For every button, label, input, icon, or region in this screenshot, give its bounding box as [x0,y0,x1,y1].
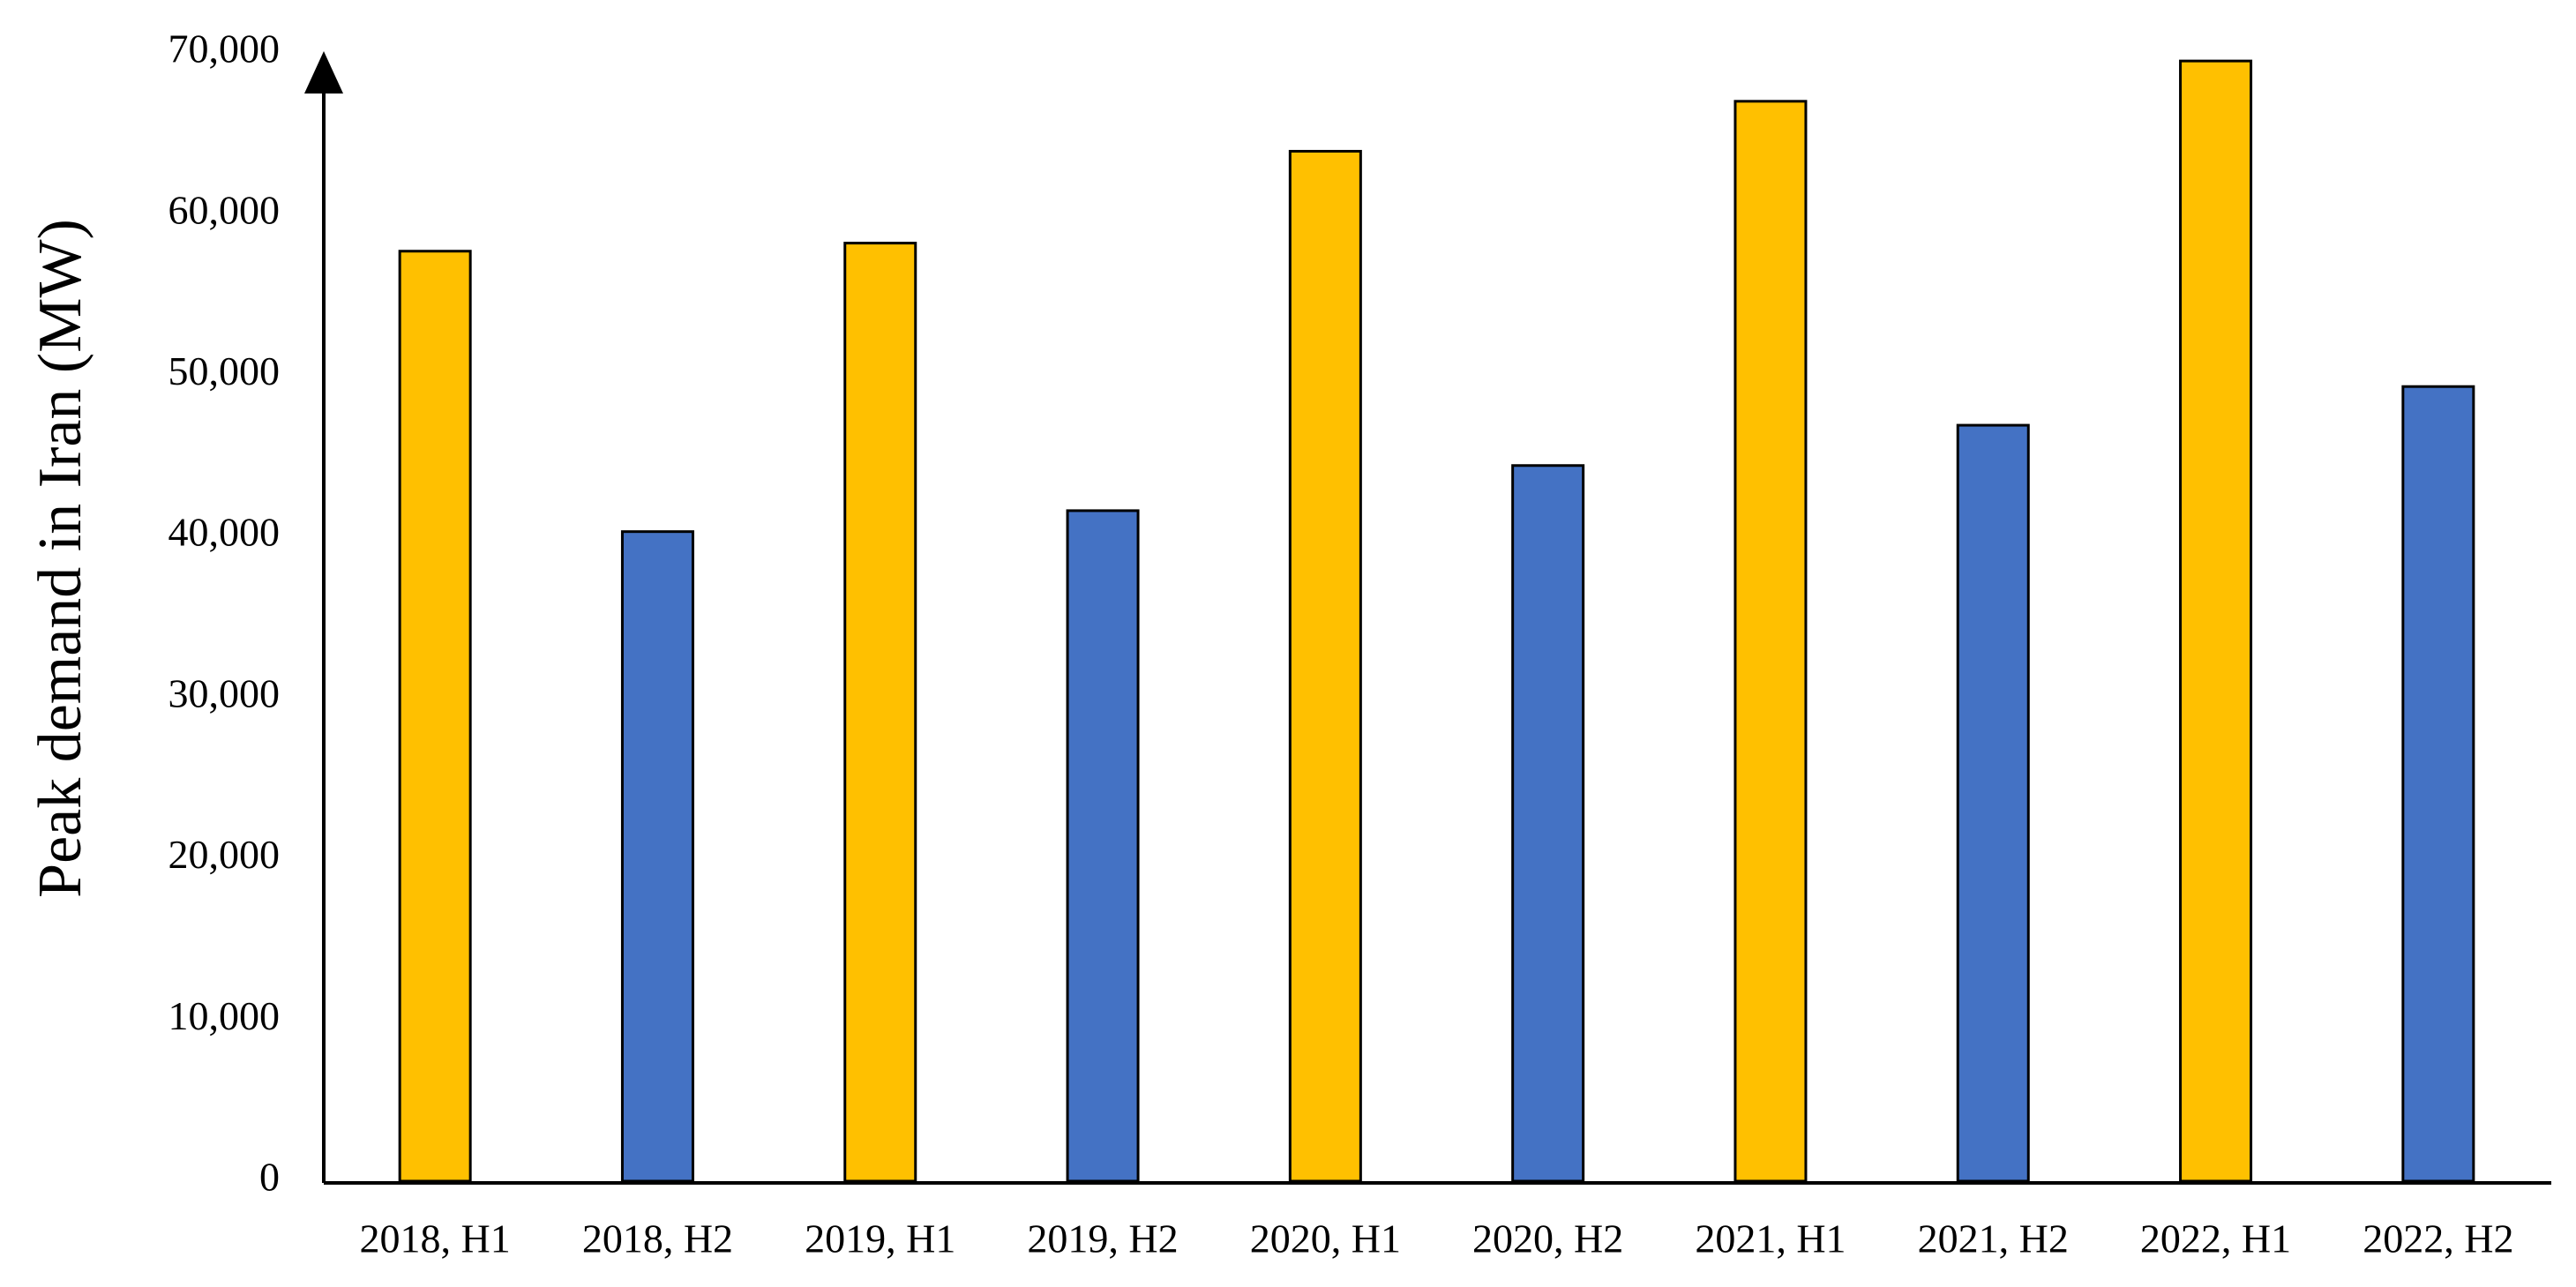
y-tick-label: 60,000 [168,187,281,232]
bar [2401,385,2475,1183]
x-tick-label: 2020, H2 [1472,1216,1623,1261]
bar [620,530,694,1183]
bar [2179,59,2253,1183]
y-tick-label: 20,000 [168,832,281,877]
y-tick-label: 30,000 [168,670,281,715]
y-tick-label: 40,000 [168,510,281,555]
x-tick-label: 2022, H2 [2363,1216,2513,1261]
bar [1956,423,2030,1183]
x-tick-label: 2021, H1 [1695,1216,1846,1261]
y-tick-label: 10,000 [168,993,281,1038]
bar [1734,100,1808,1183]
y-tick-label: 70,000 [168,26,281,71]
y-tick-label: 0 [259,1155,280,1200]
x-tick-label: 2021, H2 [1918,1216,2069,1261]
x-tick-label: 2018, H1 [360,1216,511,1261]
y-tick-label: 50,000 [168,348,281,393]
x-tick-label: 2020, H1 [1250,1216,1401,1261]
y-axis-label: Peak demand in Iran (MW) [26,219,94,898]
x-tick-label: 2019, H1 [805,1216,955,1261]
bar [1066,509,1140,1183]
x-tick-label: 2019, H2 [1027,1216,1178,1261]
bar [398,250,472,1183]
bar [843,242,917,1183]
x-tick-label: 2018, H2 [582,1216,733,1261]
bar [1511,464,1585,1183]
bar [1288,149,1362,1183]
y-axis-arrow [304,51,343,94]
x-tick-label: 2022, H1 [2140,1216,2291,1261]
